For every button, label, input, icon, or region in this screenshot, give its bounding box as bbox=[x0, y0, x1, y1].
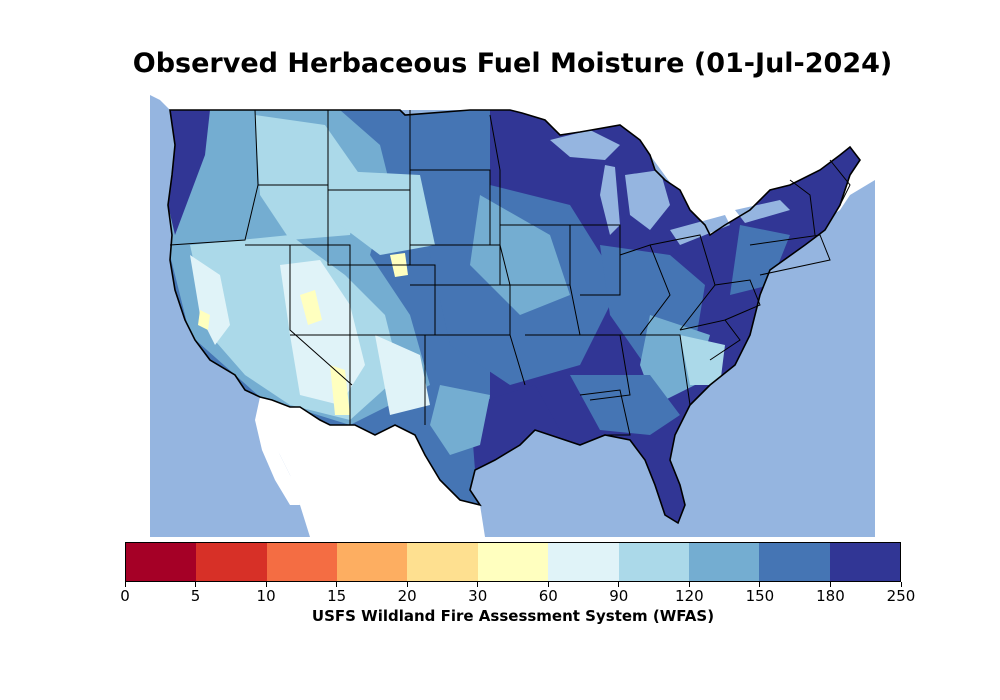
colorbar-segment bbox=[337, 543, 408, 581]
canada-land bbox=[150, 85, 875, 250]
colorbar-tick-label: 180 bbox=[810, 582, 850, 605]
colorbar-tick-label: 15 bbox=[317, 582, 357, 605]
colorbar-tick-label: 5 bbox=[176, 582, 216, 605]
colorbar-tick-label: 60 bbox=[528, 582, 568, 605]
colorbar bbox=[125, 542, 901, 582]
colorbar-tick-label: 150 bbox=[740, 582, 780, 605]
mexico-land bbox=[260, 397, 485, 537]
colorbar-segment bbox=[196, 543, 267, 581]
colorbar-segment bbox=[407, 543, 478, 581]
colorbar-tick-label: 250 bbox=[881, 582, 921, 605]
colorbar-segment bbox=[688, 543, 760, 581]
colorbar-segment bbox=[759, 543, 830, 581]
colorbar-tick-label: 10 bbox=[246, 582, 286, 605]
colorbar-segment bbox=[126, 543, 197, 581]
colorbar-ticks: 0 5 10 15 20 30 60 90 120 150 180 250 bbox=[120, 582, 915, 606]
fuel-moisture-map bbox=[150, 85, 875, 537]
baja-land bbox=[255, 397, 300, 505]
colorbar-segment bbox=[477, 543, 549, 581]
colorbar-label: USFS Wildland Fire Assessment System (WF… bbox=[311, 607, 715, 625]
colorbar-tick-label: 120 bbox=[669, 582, 709, 605]
page-title: Observed Herbaceous Fuel Moisture (01-Ju… bbox=[132, 48, 893, 79]
colorbar-segment bbox=[618, 543, 689, 581]
colorbar-tick-label: 30 bbox=[458, 582, 498, 605]
colorbar-segment bbox=[548, 543, 619, 581]
great-lakes bbox=[550, 130, 790, 245]
colorbar-tick-label: 90 bbox=[599, 582, 639, 605]
colorbar-segment bbox=[266, 543, 338, 581]
colorbar-tick-label: 0 bbox=[105, 582, 145, 605]
state-borders bbox=[169, 109, 851, 436]
colorbar-segment bbox=[829, 543, 900, 581]
colorbar-tick-label: 20 bbox=[387, 582, 427, 605]
